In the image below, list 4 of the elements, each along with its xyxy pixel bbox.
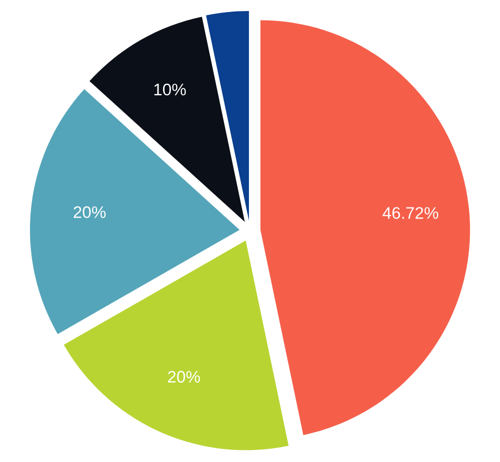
data-label: 20% (168, 370, 200, 383)
data-label: 10% (154, 84, 186, 96)
data-label: 20% (74, 206, 106, 218)
data-label: 46.72% (382, 207, 438, 219)
